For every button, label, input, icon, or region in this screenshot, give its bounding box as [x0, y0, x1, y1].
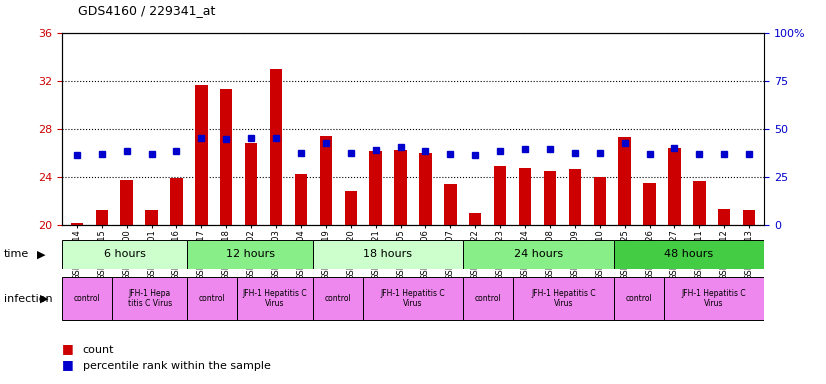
Text: JFH-1 Hepa
titis C Virus: JFH-1 Hepa titis C Virus: [127, 289, 172, 308]
Bar: [313, 240, 463, 269]
Text: control: control: [625, 294, 652, 303]
Bar: [614, 277, 664, 320]
Text: JFH-1 Hepatitis C
Virus: JFH-1 Hepatitis C Virus: [531, 289, 596, 308]
Text: JFH-1 Hepatitis C
Virus: JFH-1 Hepatitis C Virus: [243, 289, 307, 308]
Bar: [344, 191, 357, 225]
Bar: [664, 277, 764, 320]
Bar: [62, 240, 188, 269]
Text: control: control: [325, 294, 351, 303]
Bar: [369, 151, 382, 225]
Bar: [112, 277, 188, 320]
Bar: [568, 169, 581, 225]
Text: 6 hours: 6 hours: [104, 249, 145, 260]
Bar: [469, 213, 482, 225]
Text: control: control: [475, 294, 501, 303]
Bar: [668, 148, 681, 225]
Bar: [544, 170, 556, 225]
Bar: [188, 277, 238, 320]
Bar: [195, 86, 207, 225]
Bar: [494, 166, 506, 225]
Bar: [519, 168, 531, 225]
Bar: [420, 153, 432, 225]
Bar: [96, 210, 108, 225]
Bar: [718, 209, 730, 225]
Text: 48 hours: 48 hours: [664, 249, 714, 260]
Bar: [220, 89, 232, 225]
Bar: [145, 210, 158, 225]
Bar: [71, 223, 83, 225]
Text: count: count: [83, 345, 114, 355]
Text: ▶: ▶: [40, 293, 48, 304]
Text: control: control: [74, 294, 101, 303]
Text: JFH-1 Hepatitis C
Virus: JFH-1 Hepatitis C Virus: [381, 289, 445, 308]
Bar: [614, 240, 764, 269]
Bar: [363, 277, 463, 320]
Text: ▶: ▶: [37, 249, 45, 260]
Bar: [463, 240, 614, 269]
Bar: [444, 184, 457, 225]
Bar: [693, 182, 705, 225]
Bar: [270, 69, 282, 225]
Bar: [594, 177, 606, 225]
Text: 24 hours: 24 hours: [514, 249, 563, 260]
Bar: [313, 277, 363, 320]
Bar: [62, 277, 112, 320]
Bar: [394, 150, 406, 225]
Text: GDS4160 / 229341_at: GDS4160 / 229341_at: [78, 4, 216, 17]
Bar: [238, 277, 313, 320]
Text: ■: ■: [62, 358, 74, 371]
Text: time: time: [4, 249, 30, 260]
Bar: [121, 180, 133, 225]
Bar: [743, 210, 755, 225]
Bar: [295, 174, 307, 225]
Text: percentile rank within the sample: percentile rank within the sample: [83, 361, 270, 371]
Bar: [619, 137, 631, 225]
Bar: [320, 136, 332, 225]
Bar: [170, 178, 183, 225]
Bar: [188, 240, 313, 269]
Text: 12 hours: 12 hours: [225, 249, 274, 260]
Text: 18 hours: 18 hours: [363, 249, 412, 260]
Bar: [245, 143, 258, 225]
Text: ■: ■: [62, 342, 74, 355]
Bar: [643, 183, 656, 225]
Text: JFH-1 Hepatitis C
Virus: JFH-1 Hepatitis C Virus: [681, 289, 746, 308]
Bar: [513, 277, 614, 320]
Text: control: control: [199, 294, 225, 303]
Text: infection: infection: [4, 293, 53, 304]
Bar: [463, 277, 513, 320]
